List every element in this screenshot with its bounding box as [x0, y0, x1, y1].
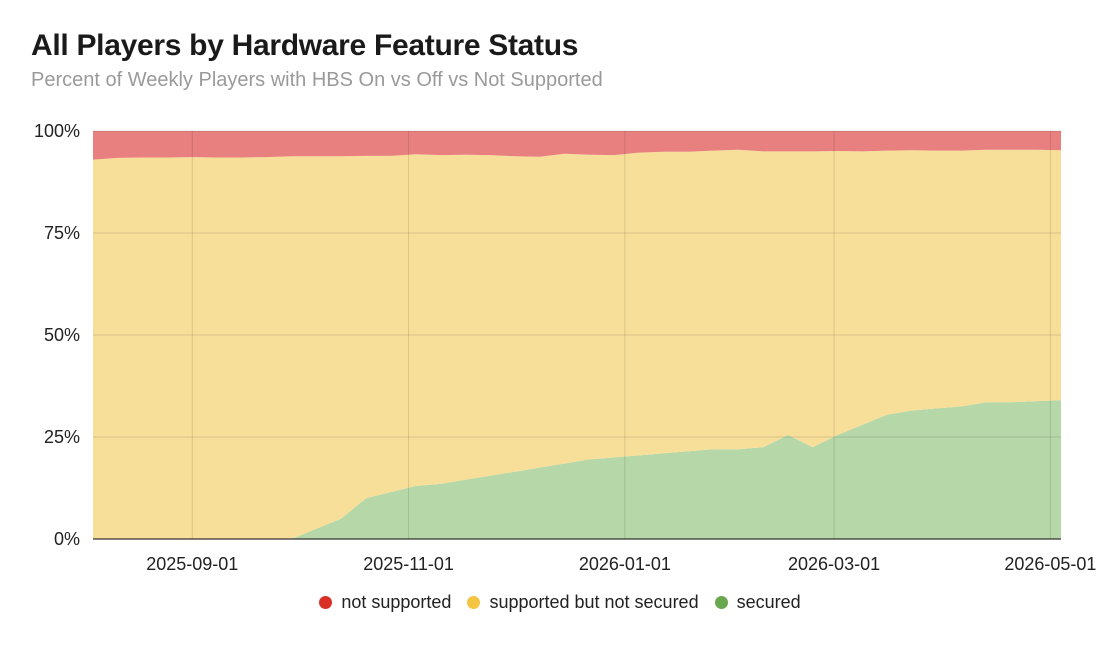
legend-dot-icon — [467, 596, 481, 609]
legend-item-secured[interactable]: secured — [714, 592, 801, 613]
area-not-supported — [93, 131, 1061, 160]
y-tick-label: 100% — [34, 121, 80, 141]
y-tick-label: 50% — [44, 325, 80, 345]
legend-item-not-supported[interactable]: not supported — [319, 592, 451, 613]
legend-label: not supported — [341, 592, 452, 612]
y-tick-label: 25% — [44, 427, 80, 447]
chart-subtitle: Percent of Weekly Players with HBS On vs… — [31, 69, 603, 91]
chart-legend: not supported supported but not secured … — [0, 592, 1120, 613]
area-supported-but-not-secured — [93, 149, 1061, 540]
y-tick-label: 75% — [44, 223, 80, 243]
area-secured — [93, 400, 1061, 539]
x-tick-label: 2026-03-01 — [788, 554, 880, 574]
x-tick-label: 2026-01-01 — [579, 554, 671, 574]
x-tick-label: 2026-05-01 — [1004, 554, 1096, 574]
area-chart: 0% 25% 50% 75% 100% 2025-09-01 2025-11-01 2026… — [34, 121, 1096, 574]
x-tick-label: 2025-11-01 — [363, 554, 454, 574]
legend-label: secured — [736, 592, 801, 612]
legend-dot-icon — [714, 596, 728, 609]
legend-dot-icon — [319, 596, 333, 609]
x-tick-label: 2025-09-01 — [146, 554, 238, 574]
legend-item-supported-but-not-secured[interactable]: supported but not secured — [467, 592, 699, 613]
chart-title: All Players by Hardware Feature Status — [31, 29, 579, 62]
y-tick-label: 0% — [54, 529, 80, 549]
legend-label: supported but not secured — [489, 592, 699, 612]
